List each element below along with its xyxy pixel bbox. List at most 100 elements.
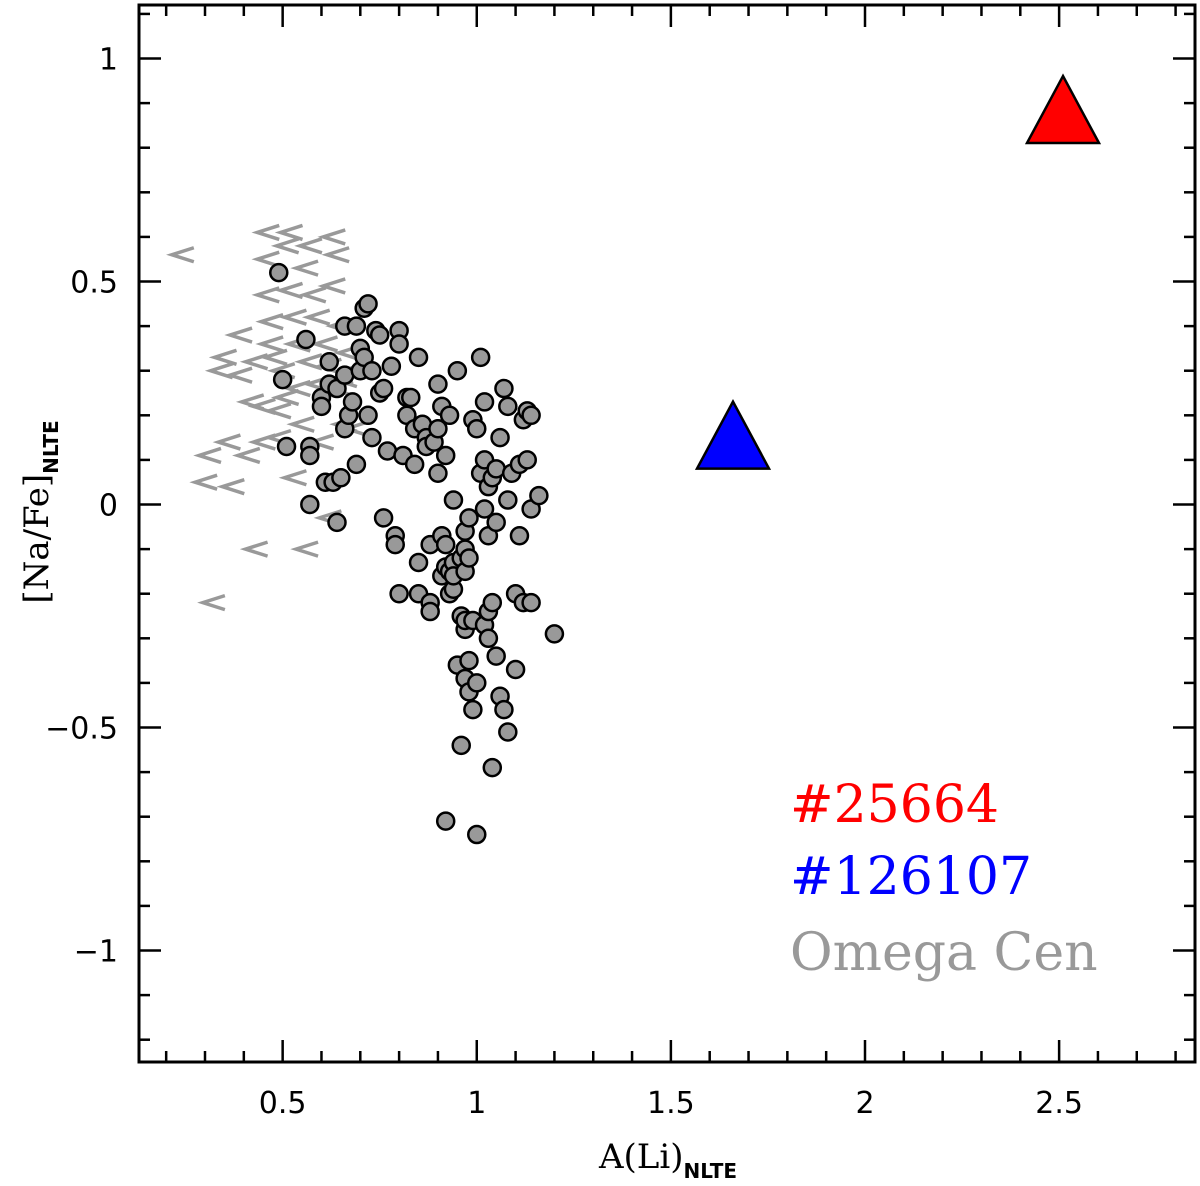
data-point [389,334,409,354]
x-tick-label: 2.5 [1035,1086,1083,1121]
x-tick-label: 2 [855,1086,874,1121]
data-point [529,485,549,506]
data-point [381,356,402,377]
data-point [300,494,320,515]
upper-limit-arrow [212,433,241,451]
data-point [521,405,541,426]
upper-limit-arrow [189,473,218,491]
upper-limit-arrow [208,348,238,367]
upper-limit-arrow [298,286,327,304]
major-ticks [139,5,1195,1062]
x-tick-label: 1.5 [647,1086,695,1121]
upper-limit-arrow [166,246,195,264]
data-point [467,824,487,845]
data-point [362,360,382,381]
legend-entry-25664: #25664 [790,775,999,835]
upper-limit-arrow [197,593,226,612]
data-point [389,583,409,604]
upper-limit-arrow [239,540,269,558]
data-point [428,418,448,439]
data-point [428,463,448,484]
data-point [408,347,429,368]
data-point [346,316,367,336]
data-point [494,699,514,720]
x-tick-labels: 0.5 1 1.5 2 2.5 [259,1086,1083,1121]
upper-limit-arrow [255,312,284,331]
data-point [272,369,293,390]
data-point [463,699,483,720]
y-tick-label: 0.5 [70,266,118,301]
data-point [459,508,479,528]
data-point [342,392,363,412]
upper-limit-arrow [278,469,307,487]
data-point [276,436,297,457]
data-point [435,811,456,831]
data-point [451,735,471,756]
upper-limit-arrow [270,388,300,407]
legend-entry-omega-cen: Omega Cen [790,923,1098,983]
upper-limit-markers [166,223,370,612]
data-point [385,534,405,555]
data-point [420,601,440,622]
y-tick-labels: 1 0.5 0 −0.5 −1 [45,43,118,970]
data-point [296,329,316,350]
legend: #25664 #126107 Omega Cen [790,775,1098,983]
data-point [521,592,541,613]
triangle-markers [694,73,1102,470]
data-point [346,454,367,475]
upper-limit-arrow [301,308,331,326]
upper-limit-arrow [251,223,280,242]
y-axis-label: [Na/Fe]NLTE [17,420,63,603]
upper-limit-arrow [251,250,280,268]
data-point [482,592,503,613]
data-point [467,673,487,693]
data-point [498,722,518,742]
data-point [494,378,514,399]
x-tick-label: 1 [467,1086,486,1121]
data-point [478,628,499,649]
upper-limit-arrow [274,223,304,242]
x-tick-label: 0.5 [259,1086,307,1121]
upper-limit-arrow [270,237,300,255]
y-tick-label: 0 [99,489,118,524]
data-point [447,360,468,381]
upper-limit-arrow [317,277,346,295]
data-point [486,646,506,666]
data-point [311,396,332,417]
data-point [435,445,456,466]
upper-limit-arrow [259,348,288,367]
data-point [435,534,456,555]
data-point [358,405,378,426]
data-point [467,418,487,439]
minor-ticks [139,5,1195,1062]
upper-limit-arrow [294,237,323,255]
upper-limit-arrow [216,478,245,496]
data-point [498,490,518,510]
data-point [470,347,491,368]
data-point [459,650,479,671]
data-point [509,525,530,546]
upper-limit-arrow [232,446,261,465]
data-point [443,490,464,510]
data-point [373,508,394,528]
plot-frame [137,3,1197,1064]
upper-limit-arrow [263,402,292,420]
upper-limit-arrow [224,366,253,384]
y-tick-label: −0.5 [45,712,118,747]
upper-limit-arrow [290,540,319,558]
data-point [362,427,382,448]
data-point [490,427,510,448]
data-point [300,445,320,466]
upper-limit-arrow [224,326,253,344]
star-25664-marker [1024,73,1102,145]
upper-limit-arrow [251,286,280,304]
upper-limit-arrow [317,228,346,246]
data-point [498,396,518,417]
upper-limit-arrow [278,308,307,326]
data-point [474,392,495,412]
data-point [269,262,289,283]
data-point [327,512,347,533]
data-point [544,624,565,644]
data-point [482,757,503,778]
